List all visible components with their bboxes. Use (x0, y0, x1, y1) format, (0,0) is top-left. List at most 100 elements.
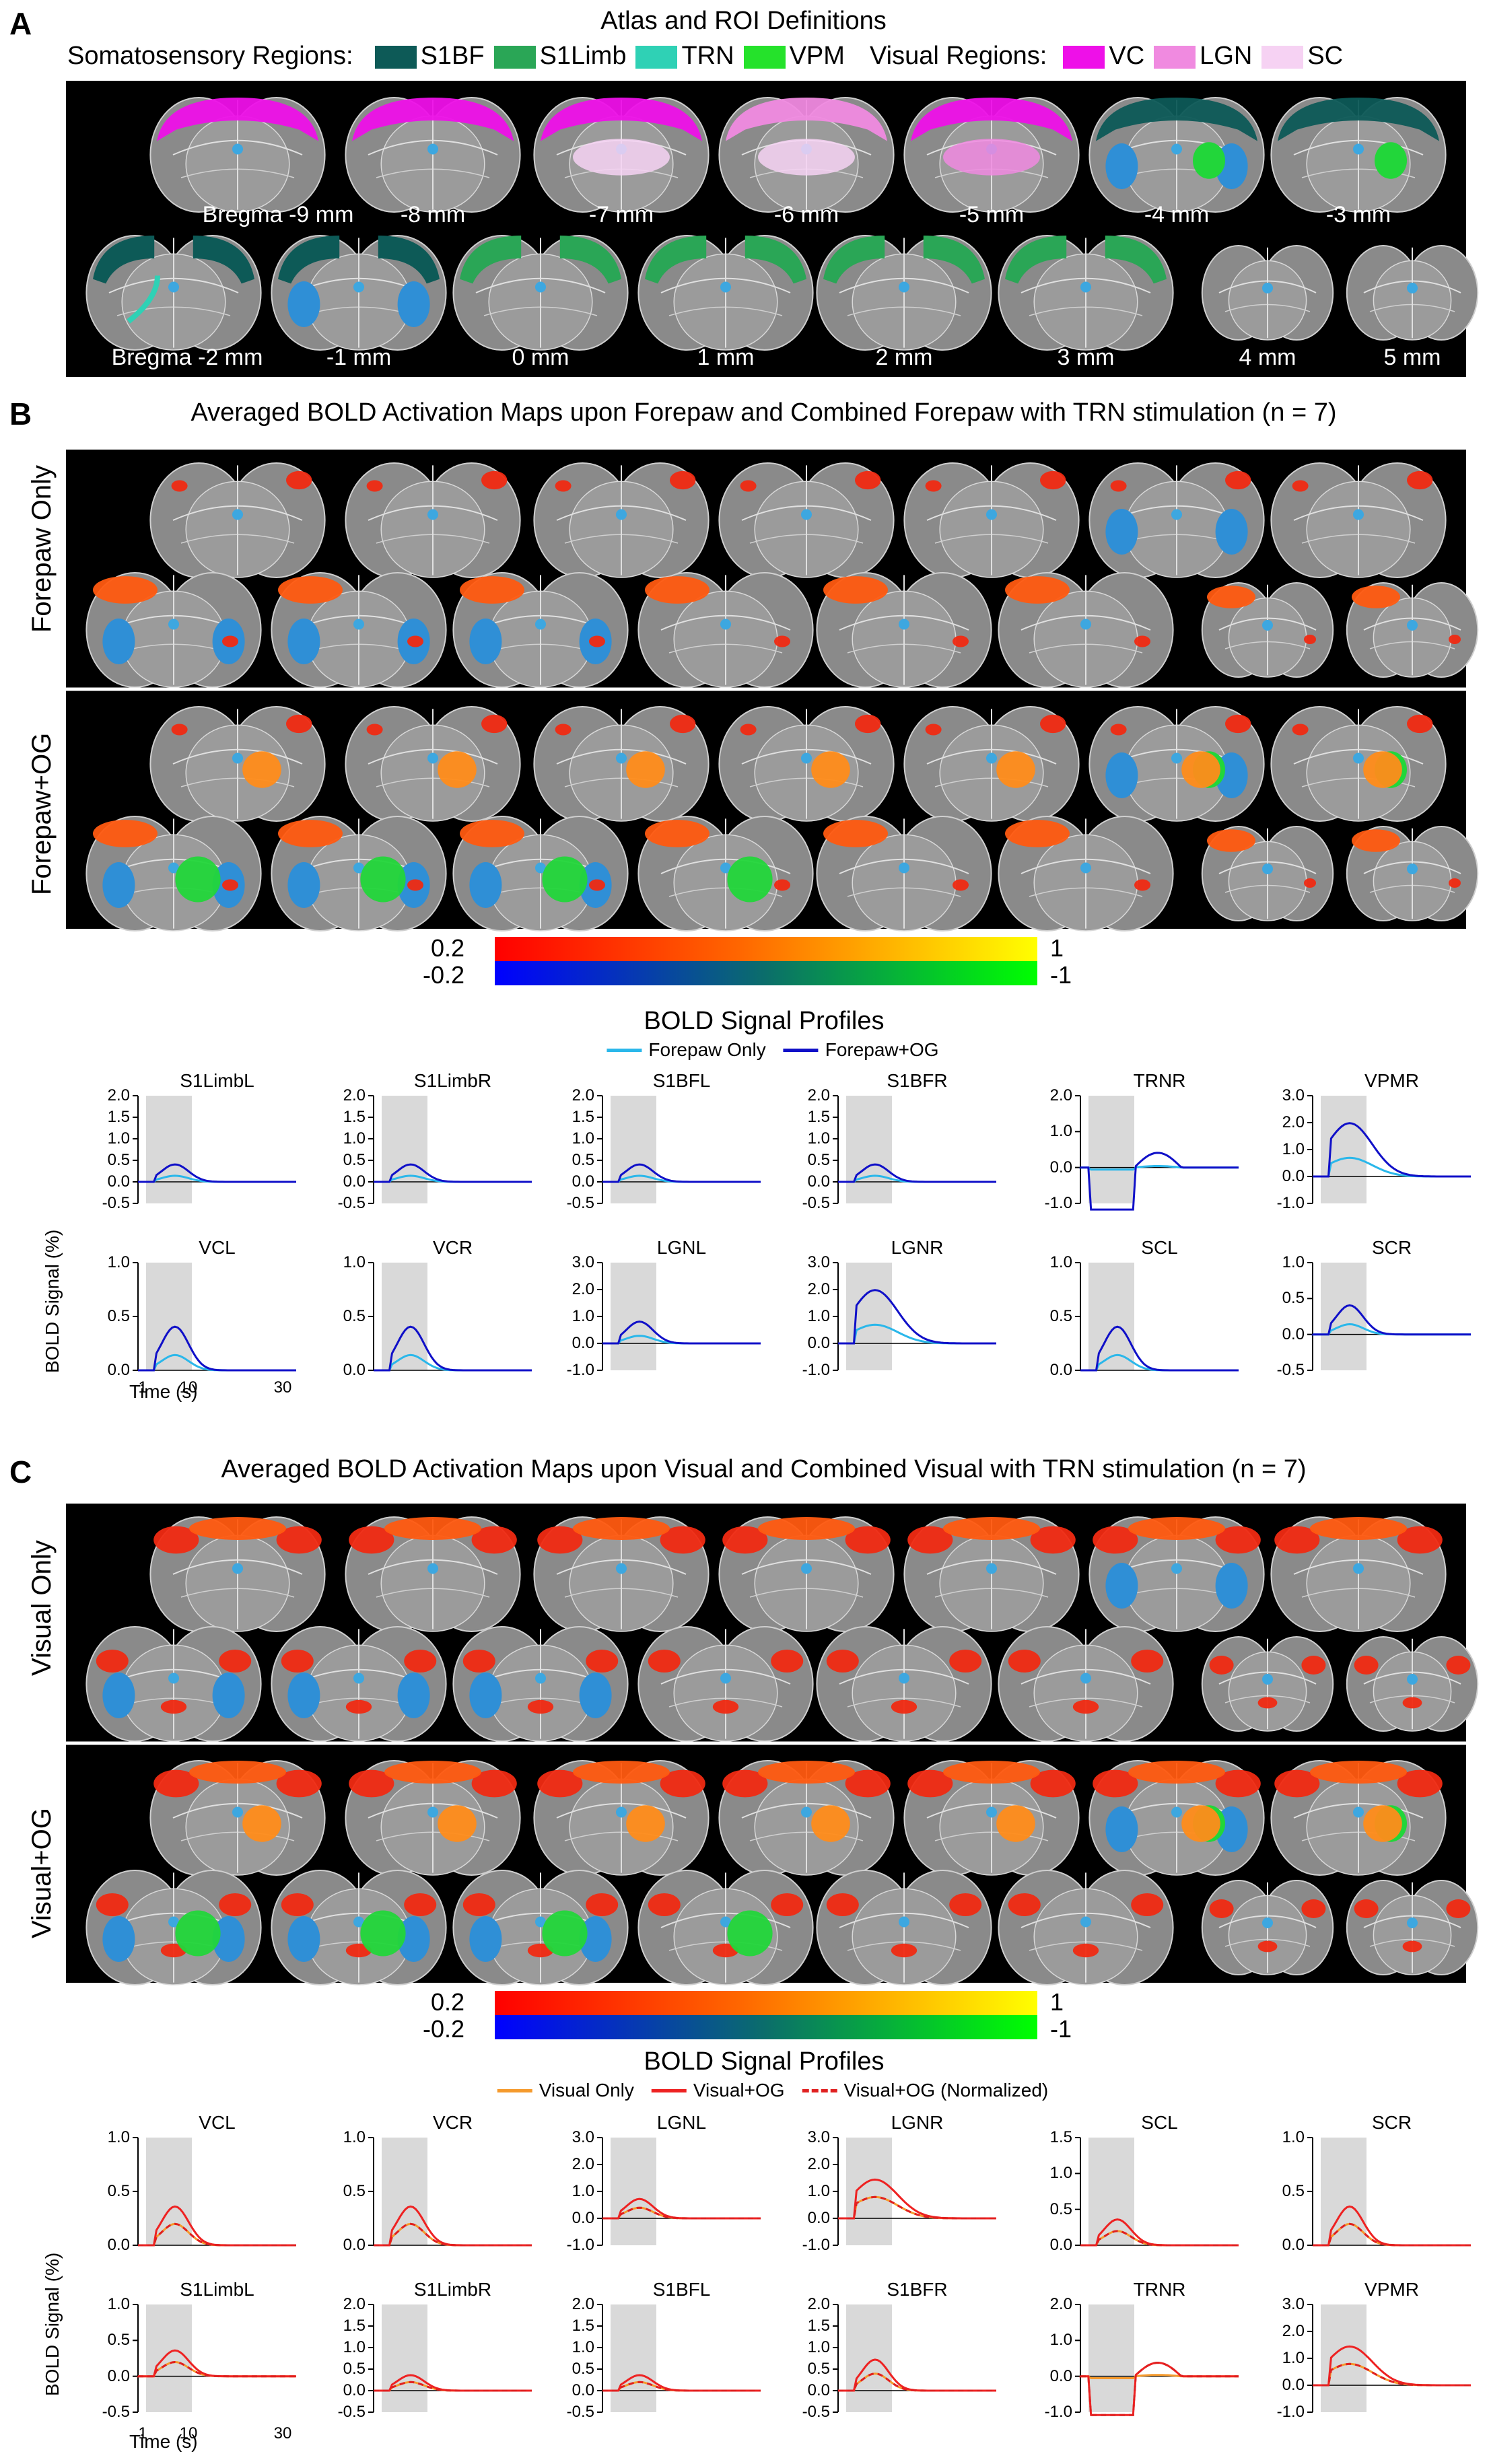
c-maps-svg-r0-4 (903, 1516, 1080, 1632)
series-line (838, 2178, 996, 2220)
plot-title-vpmr: VPMR (1364, 2279, 1419, 2300)
ytick: -1.0 (1276, 1194, 1305, 1212)
visual-swatch-1 (1154, 45, 1196, 69)
c-maps-svg-r3-5 (998, 1870, 1174, 1985)
ytick: 3.0 (1282, 2295, 1305, 2313)
plot-title-s1bfl: S1BFL (652, 1070, 711, 1091)
ytick: 0.0 (107, 1361, 130, 1379)
ytick: 1.0 (1049, 2331, 1072, 2350)
series-line (374, 2381, 532, 2392)
ytick: 3.0 (572, 2128, 594, 2146)
plot-s1bfl (597, 1095, 761, 1204)
c-maps-svg-r1-1 (271, 1626, 447, 1742)
ytick: 0.5 (343, 2182, 366, 2200)
plot-title-s1limbl: S1LimbL (180, 1070, 254, 1091)
ytick: 0.5 (343, 1151, 366, 1169)
ytick: 2.0 (1049, 2295, 1072, 2313)
c-maps-svg-r2-3 (718, 1760, 895, 1876)
ytick: 0.0 (1282, 2376, 1305, 2394)
series-line (1080, 1325, 1239, 1372)
bregma-label-r1-0: Bregma -9 mm (202, 202, 354, 227)
c-maps-svg-r2-0 (149, 1760, 326, 1876)
colorbar-c-neg-right: -1 (1050, 2015, 1072, 2043)
stim-block (846, 1096, 892, 1203)
ytick: 1.0 (1049, 1253, 1072, 1271)
bregma-label-r2-0: Bregma -2 mm (111, 345, 263, 370)
c-maps-svg-r2-6 (1270, 1760, 1447, 1876)
ytick: -0.5 (566, 2403, 594, 2421)
b-maps-svg-r2-4 (903, 706, 1080, 822)
series-line (602, 2206, 761, 2220)
panel-c-ylabel: BOLD Signal (%) (42, 2252, 63, 2396)
ytick: 0.0 (807, 2209, 830, 2227)
atlas-slice-r2-4 (816, 235, 992, 351)
ytick: 1.0 (107, 1253, 130, 1271)
stim-block (1088, 2138, 1134, 2245)
atlas-panel: Bregma -9 mm -8 mm -7 mm -6 mm -5 mm -4 mm -3 … (66, 81, 1479, 377)
stim-block (846, 2138, 892, 2245)
ytick: 1.5 (1049, 2128, 1072, 2146)
panel-a-letter: A (9, 6, 32, 41)
plot-title-vcr: VCR (432, 1237, 473, 1258)
ytick: 0.0 (107, 1172, 130, 1191)
panel-c-profiles-legend: Visual Only Visual+OG Visual+OG (Normalize… (480, 2080, 1048, 2101)
series-line (1313, 2345, 1471, 2387)
ytick: 2.0 (343, 2295, 366, 2313)
plot-title-s1bfl: S1BFL (652, 2279, 711, 2300)
series-line (374, 1325, 532, 1372)
ytick: -0.5 (337, 1194, 366, 1212)
ytick: 2.0 (572, 2155, 594, 2173)
colorbar-b-neg-right: -1 (1050, 961, 1072, 989)
c-maps-svg-r2-1 (345, 1760, 521, 1876)
panel-c-maps (66, 1504, 1479, 1985)
ytick: -1.0 (802, 1361, 830, 1379)
b-maps-svg-r1-2 (452, 572, 629, 688)
ytick: 1.0 (343, 2338, 366, 2356)
c-maps-svg-r3-1 (271, 1870, 447, 1985)
ytick: 1.5 (572, 2317, 594, 2335)
series-line (602, 2381, 761, 2392)
b-maps-svg-r2-0 (149, 706, 326, 822)
ytick: -0.5 (102, 1194, 130, 1212)
colorbar-negative (495, 961, 1037, 985)
legend-text-1: Forepaw+OG (825, 1039, 939, 1060)
ytick: 3.0 (572, 1253, 594, 1271)
plot-title-lgnr: LGNR (891, 1237, 944, 1258)
b-maps-svg-r2-5 (1088, 706, 1265, 822)
somato-swatch-3 (743, 45, 786, 69)
c-maps-svg-r1-5 (998, 1626, 1174, 1742)
visual-legend-label: Visual Regions: (870, 42, 1047, 70)
ytick: 0.5 (107, 2182, 130, 2200)
ytick: 0.0 (1049, 2366, 1072, 2385)
stim-block (382, 2304, 427, 2412)
ytick: 1.0 (107, 1129, 130, 1148)
b-maps-svg-r2-1 (345, 706, 521, 822)
stim-block (611, 2138, 656, 2245)
legend-line-1 (651, 2088, 687, 2092)
ytick: 1.5 (343, 2317, 366, 2335)
bregma-label-r1-2: -7 mm (588, 202, 654, 227)
legend-text-2: Visual+OG (Normalized) (843, 2080, 1049, 2101)
xtick: 1 (138, 2424, 147, 2442)
stim-block (846, 2304, 892, 2412)
legend-line-1 (783, 1048, 819, 1052)
bregma-label-r1-6: -3 mm (1325, 202, 1391, 227)
plot-s1limbr (368, 2304, 532, 2413)
legend-text-0: Visual Only (539, 2080, 634, 2101)
bregma-label-r1-1: -8 mm (400, 202, 466, 227)
colorbar-b-pos-left: 0.2 (431, 934, 465, 962)
ytick: 0.0 (107, 2236, 130, 2254)
ytick: 1.0 (807, 1307, 830, 1325)
xtick: 10 (179, 1378, 198, 1397)
panel-c-row-label-2: Visual+OG (27, 1808, 57, 1938)
visual-swatch-0 (1063, 45, 1105, 69)
atlas-slice-r1-0 (149, 97, 326, 213)
b-maps-svg-r0-4 (903, 462, 1080, 578)
plot-title-scr: SCR (1371, 2112, 1412, 2133)
c-maps-svg-r0-6 (1270, 1516, 1447, 1632)
b-maps-svg-r3-7 (1346, 826, 1479, 921)
ytick: -1.0 (802, 2236, 830, 2254)
b-maps-svg-r2-6 (1270, 706, 1447, 822)
plot-lgnl (597, 1262, 761, 1371)
plot-title-vcl: VCL (199, 2112, 236, 2133)
